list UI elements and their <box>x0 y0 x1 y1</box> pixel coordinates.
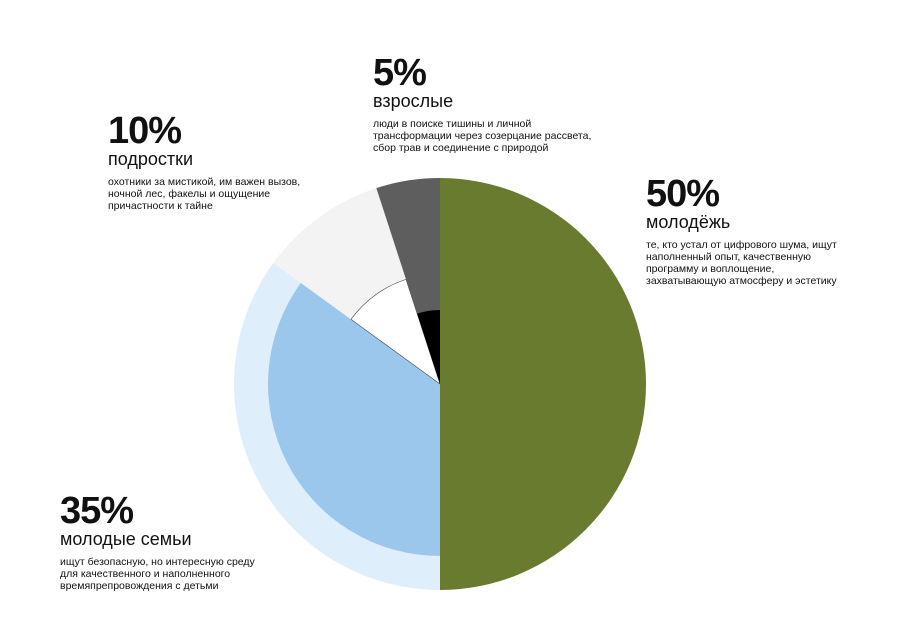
pie-slice-inner <box>417 310 440 384</box>
value-label: 50% <box>646 173 719 215</box>
value-label: 10% <box>108 110 181 152</box>
category-description: охотники за мистикой, им важен вызов, <box>108 176 300 188</box>
category-description: захватывающую атмосферу и эстетику <box>646 275 837 287</box>
value-label: 5% <box>373 52 426 94</box>
category-description: для качественного и наполненного <box>60 568 230 580</box>
category-label: взрослые <box>373 91 453 111</box>
category-description: причастности к тайне <box>108 200 213 212</box>
category-description: ищут безопасную, но интересную среду <box>60 556 256 568</box>
category-description: ночной лес, факелы и ощущение <box>108 188 270 200</box>
pie-slice-inner <box>268 282 440 556</box>
category-description: времяпрепровождения с детьми <box>60 580 219 592</box>
category-description: те, кто устал от цифрового шума, ищут <box>646 239 837 251</box>
category-label: молодые семьи <box>60 529 192 549</box>
category-description: люди в поиске тишины и личной <box>373 118 531 130</box>
category-description: сбор трав и соединение с природой <box>373 142 548 154</box>
category-description: наполненный опыт, качественную <box>646 251 811 263</box>
pie-slice-inner <box>350 279 441 385</box>
category-label: молодёжь <box>646 212 730 232</box>
category-label: подростки <box>108 149 193 169</box>
category-description: трансформации через созерцание рассвета, <box>373 130 591 142</box>
category-description: программу и воплощение, <box>646 263 774 275</box>
value-label: 35% <box>60 490 133 532</box>
pie-slice <box>440 178 646 590</box>
